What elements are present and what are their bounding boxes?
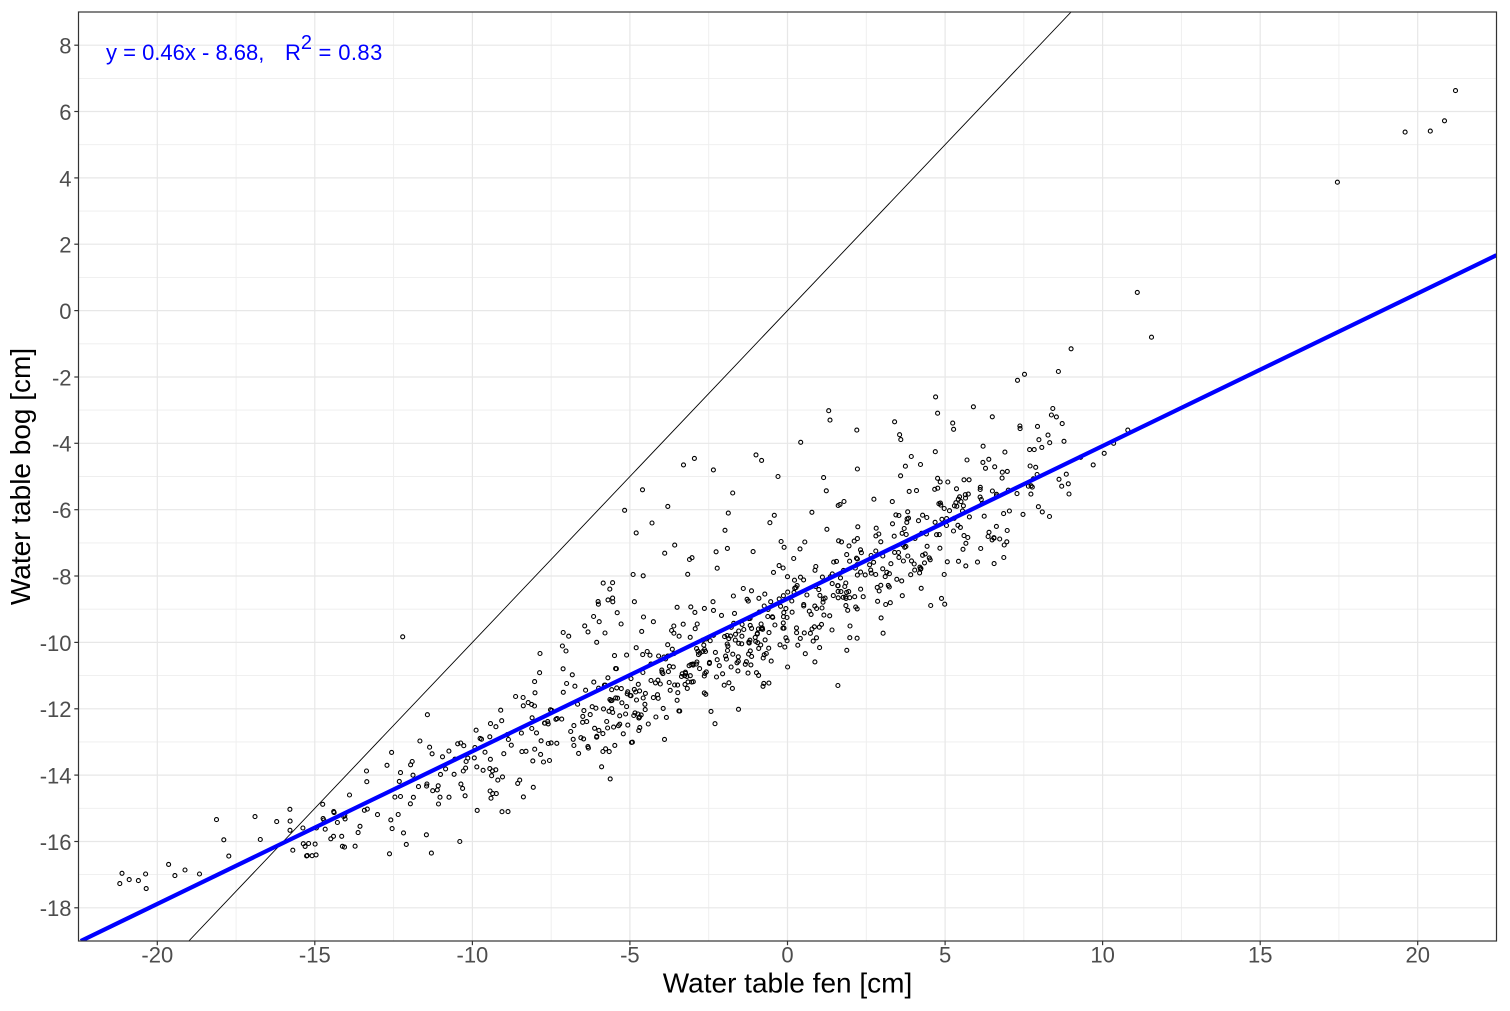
svg-text:y = 0.46x - 8.68,: y = 0.46x - 8.68, — [106, 40, 264, 65]
svg-text:-14: -14 — [40, 764, 72, 789]
svg-text:0: 0 — [781, 943, 793, 968]
svg-text:10: 10 — [1090, 943, 1114, 968]
svg-text:-10: -10 — [457, 943, 489, 968]
svg-text:-12: -12 — [40, 697, 72, 722]
svg-text:-16: -16 — [40, 830, 72, 855]
svg-text:4: 4 — [59, 166, 71, 191]
svg-text:15: 15 — [1248, 943, 1272, 968]
svg-text:-10: -10 — [40, 631, 72, 656]
svg-text:-2: -2 — [52, 365, 72, 390]
svg-text:-6: -6 — [52, 498, 72, 523]
svg-text:20: 20 — [1405, 943, 1429, 968]
svg-text:2: 2 — [59, 233, 71, 258]
svg-text:Water table bog [cm]: Water table bog [cm] — [5, 348, 36, 605]
svg-text:6: 6 — [59, 100, 71, 125]
svg-text:8: 8 — [59, 34, 71, 59]
svg-text:Water table fen [cm]: Water table fen [cm] — [663, 967, 913, 998]
svg-text:-8: -8 — [52, 564, 72, 589]
svg-text:-4: -4 — [52, 432, 72, 457]
svg-text:-15: -15 — [299, 943, 331, 968]
svg-text:-5: -5 — [620, 943, 640, 968]
svg-text:-20: -20 — [141, 943, 173, 968]
svg-text:5: 5 — [939, 943, 951, 968]
svg-text:-18: -18 — [40, 896, 72, 921]
svg-text:0: 0 — [59, 299, 71, 324]
